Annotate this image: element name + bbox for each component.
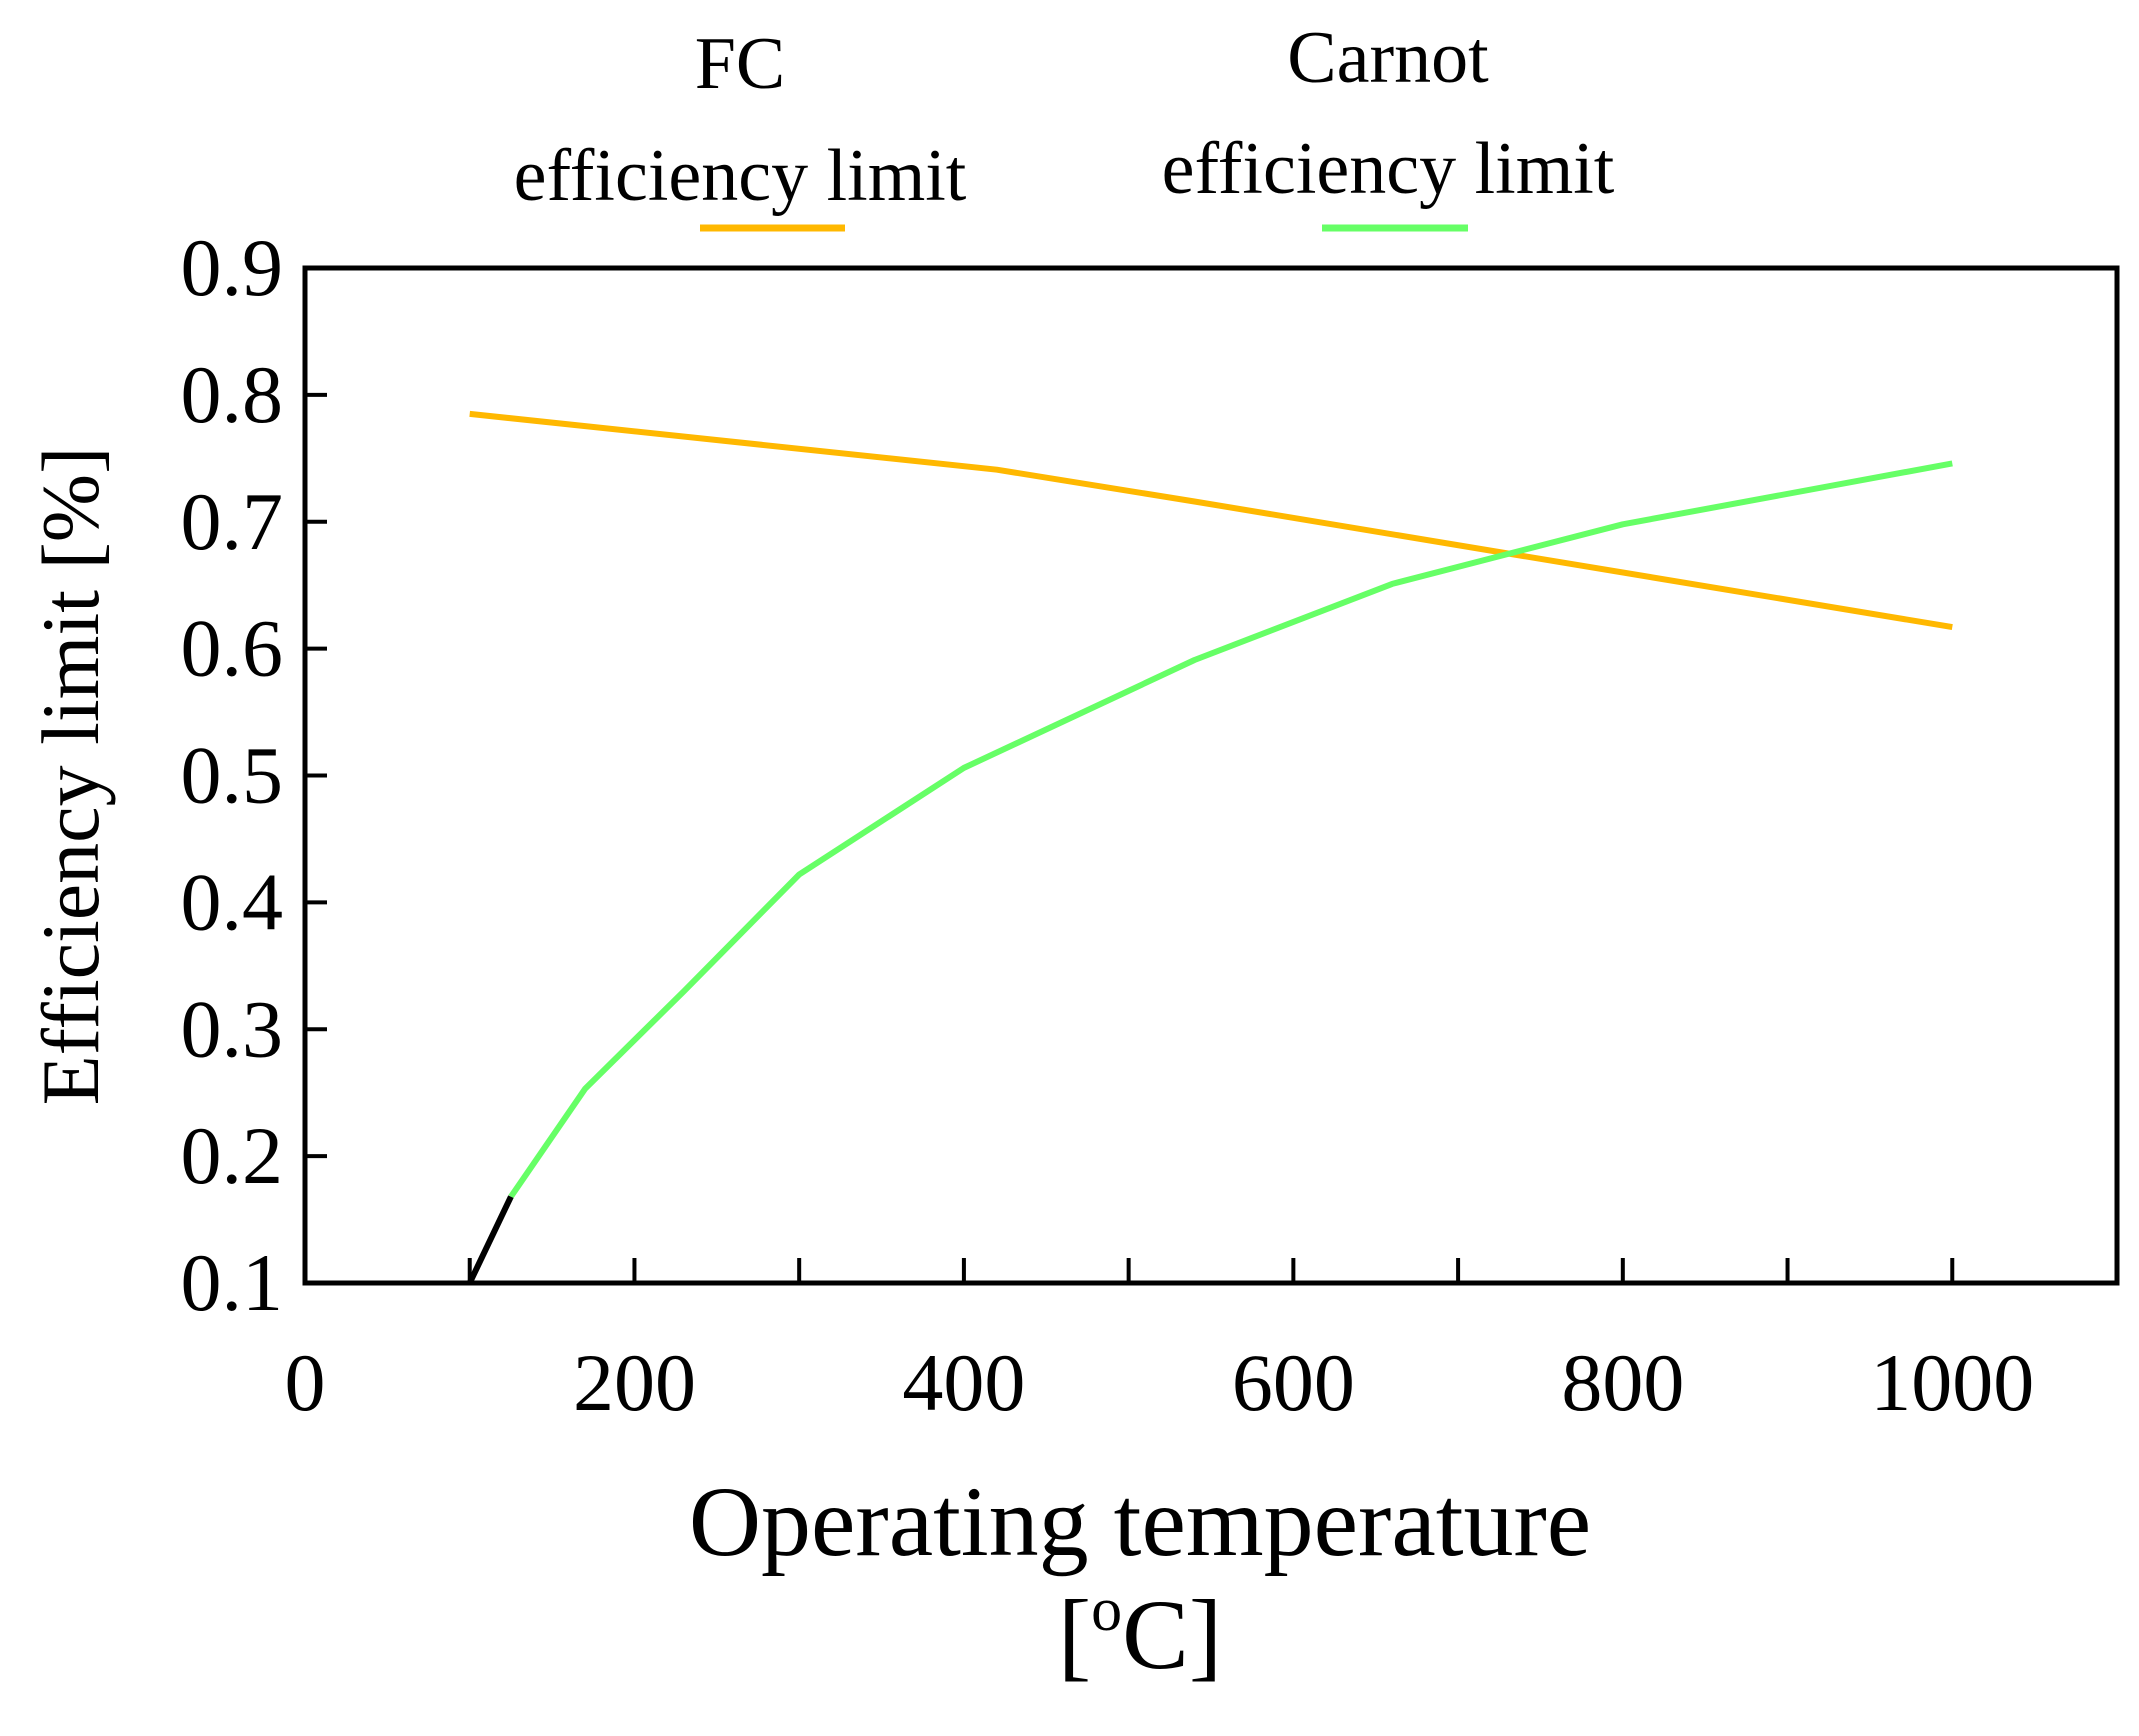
legend-fc-line2: efficiency limit xyxy=(514,135,967,217)
y-tick-label: 0.6 xyxy=(181,603,284,694)
y-tick-label: 0.7 xyxy=(181,476,284,567)
x-axis-title: Operating temperature xyxy=(689,1466,1591,1577)
y-tick-label: 0.9 xyxy=(181,222,284,313)
y-tick-label: 0.1 xyxy=(181,1237,284,1328)
y-tick-label: 0.2 xyxy=(181,1110,284,1201)
y-tick-label: 0.3 xyxy=(181,983,284,1074)
y-tick-label: 0.8 xyxy=(181,349,284,440)
series-layer xyxy=(466,410,1953,1285)
legend-carnot-line1: Carnot xyxy=(1287,17,1489,99)
x-axis-unit-degree: o xyxy=(1091,1576,1122,1644)
y-tick-label: 0.5 xyxy=(181,730,284,821)
legend-carnot-line2: efficiency limit xyxy=(1162,128,1615,210)
series-line-2 xyxy=(466,1195,514,1285)
y-axis: 0.1 0.2 0.3 0.4 0.5 0.6 0.7 0.8 0.9 xyxy=(181,222,327,1328)
legend-entry-fc: FC efficiency limit xyxy=(514,23,967,232)
x-axis-unit-close: C] xyxy=(1122,1579,1222,1690)
y-axis-title: Efficiency limit [%] xyxy=(25,447,116,1106)
x-tick-label: 400 xyxy=(902,1337,1025,1428)
x-tick-label: 0 xyxy=(285,1337,326,1428)
x-tick-label: 1000 xyxy=(1870,1337,2034,1428)
plot-frame xyxy=(302,265,2120,1286)
legend: FC efficiency limit Carnot efficiency li… xyxy=(514,17,1615,232)
x-axis-unit-open: [ xyxy=(1058,1579,1091,1690)
legend-fc-line1: FC xyxy=(695,23,786,105)
y-tick-label: 0.4 xyxy=(181,856,284,947)
legend-entry-carnot: Carnot efficiency limit xyxy=(1162,17,1615,232)
series-line-0 xyxy=(469,410,1953,631)
series-line-1 xyxy=(508,460,1953,1199)
x-tick-label: 800 xyxy=(1561,1337,1684,1428)
x-tick-label: 600 xyxy=(1232,1337,1355,1428)
x-axis-unit: [oC] xyxy=(1058,1576,1222,1690)
x-axis: 0 200 400 600 800 1000 xyxy=(285,1258,2034,1428)
x-tick-label: 200 xyxy=(573,1337,696,1428)
